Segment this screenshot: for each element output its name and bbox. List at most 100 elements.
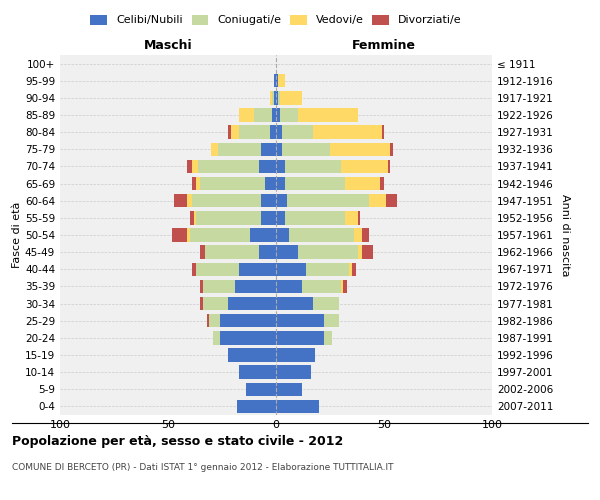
- Bar: [276, 211, 345, 224]
- Bar: [276, 331, 332, 344]
- Bar: [276, 91, 302, 104]
- Bar: [254, 108, 276, 122]
- Bar: [175, 194, 276, 207]
- Bar: [239, 126, 276, 139]
- Bar: [274, 74, 276, 88]
- Text: Popolazione per età, sesso e stato civile - 2012: Popolazione per età, sesso e stato civil…: [12, 435, 343, 448]
- Bar: [237, 400, 276, 413]
- Bar: [276, 262, 356, 276]
- Bar: [276, 126, 313, 139]
- Bar: [276, 280, 341, 293]
- Bar: [229, 348, 276, 362]
- Bar: [239, 366, 276, 379]
- Bar: [209, 314, 276, 328]
- Bar: [218, 142, 276, 156]
- Bar: [276, 348, 315, 362]
- Bar: [261, 142, 276, 156]
- Bar: [274, 74, 276, 88]
- Bar: [214, 331, 276, 344]
- Bar: [187, 194, 276, 207]
- Bar: [276, 314, 338, 328]
- Bar: [269, 126, 276, 139]
- Bar: [261, 194, 276, 207]
- Bar: [276, 74, 284, 88]
- Bar: [269, 91, 276, 104]
- Bar: [276, 331, 332, 344]
- Bar: [276, 211, 358, 224]
- Bar: [187, 228, 276, 241]
- Bar: [276, 280, 343, 293]
- Bar: [276, 228, 362, 241]
- Bar: [220, 314, 276, 328]
- Bar: [276, 142, 283, 156]
- Bar: [276, 228, 354, 241]
- Legend: Celibi/Nubili, Coniugati/e, Vedovi/e, Divorziati/e: Celibi/Nubili, Coniugati/e, Vedovi/e, Di…: [86, 10, 466, 30]
- Bar: [276, 314, 323, 328]
- Bar: [276, 400, 319, 413]
- Bar: [276, 91, 278, 104]
- Bar: [246, 382, 276, 396]
- Bar: [276, 74, 278, 88]
- Bar: [229, 297, 276, 310]
- Bar: [276, 91, 302, 104]
- Bar: [203, 297, 276, 310]
- Bar: [276, 108, 280, 122]
- Bar: [276, 246, 358, 259]
- Bar: [214, 331, 276, 344]
- Bar: [239, 366, 276, 379]
- Text: Maschi: Maschi: [143, 38, 193, 52]
- Bar: [276, 400, 319, 413]
- Bar: [276, 348, 315, 362]
- Bar: [276, 366, 311, 379]
- Bar: [239, 262, 276, 276]
- Bar: [196, 211, 276, 224]
- Bar: [198, 160, 276, 173]
- Bar: [276, 126, 283, 139]
- Bar: [239, 108, 276, 122]
- Bar: [276, 142, 330, 156]
- Bar: [276, 126, 384, 139]
- Bar: [239, 366, 276, 379]
- Bar: [274, 91, 276, 104]
- Bar: [276, 297, 313, 310]
- Bar: [203, 280, 276, 293]
- Bar: [276, 262, 306, 276]
- Bar: [200, 246, 276, 259]
- Bar: [276, 142, 392, 156]
- Bar: [190, 211, 276, 224]
- Bar: [276, 194, 386, 207]
- Bar: [229, 126, 276, 139]
- Bar: [276, 228, 369, 241]
- Bar: [276, 331, 323, 344]
- Bar: [235, 280, 276, 293]
- Bar: [276, 382, 302, 396]
- Bar: [207, 314, 276, 328]
- Bar: [276, 108, 358, 122]
- Bar: [192, 194, 276, 207]
- Bar: [276, 177, 380, 190]
- Bar: [276, 74, 278, 88]
- Bar: [239, 108, 276, 122]
- Bar: [276, 194, 369, 207]
- Bar: [276, 246, 362, 259]
- Bar: [276, 142, 391, 156]
- Bar: [205, 246, 276, 259]
- Bar: [276, 400, 319, 413]
- Text: Femmine: Femmine: [352, 38, 416, 52]
- Bar: [276, 280, 347, 293]
- Bar: [261, 211, 276, 224]
- Bar: [203, 280, 276, 293]
- Bar: [229, 348, 276, 362]
- Bar: [230, 126, 276, 139]
- Bar: [211, 142, 276, 156]
- Bar: [276, 366, 311, 379]
- Bar: [276, 262, 349, 276]
- Y-axis label: Fasce di età: Fasce di età: [12, 202, 22, 268]
- Bar: [259, 246, 276, 259]
- Bar: [276, 314, 338, 328]
- Bar: [276, 382, 302, 396]
- Bar: [276, 74, 284, 88]
- Bar: [274, 74, 276, 88]
- Text: COMUNE DI BERCETO (PR) - Dati ISTAT 1° gennaio 2012 - Elaborazione TUTTITALIA.IT: COMUNE DI BERCETO (PR) - Dati ISTAT 1° g…: [12, 462, 394, 471]
- Bar: [192, 262, 276, 276]
